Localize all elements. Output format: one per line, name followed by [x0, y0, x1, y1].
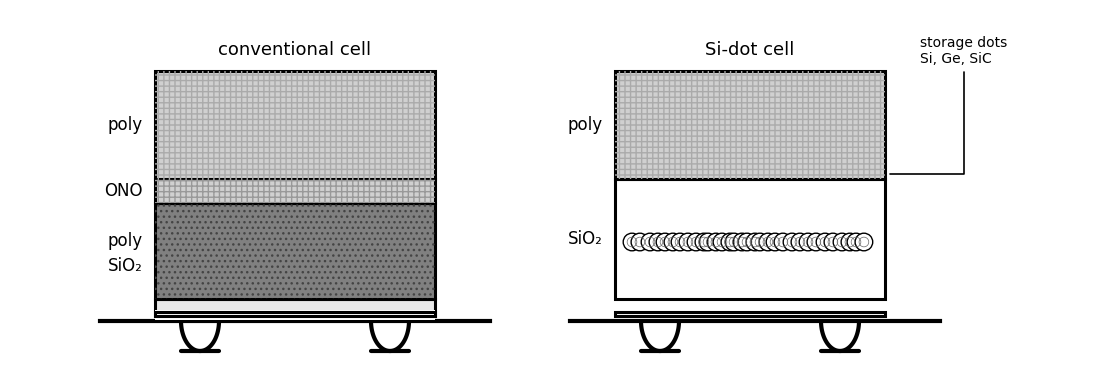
Text: poly: poly: [107, 232, 142, 250]
Circle shape: [833, 233, 850, 251]
Circle shape: [774, 233, 791, 251]
Circle shape: [657, 233, 674, 251]
Circle shape: [695, 233, 712, 251]
Bar: [615, 71, 884, 179]
Bar: [155, 71, 435, 179]
Circle shape: [817, 233, 834, 251]
Circle shape: [707, 233, 724, 251]
Circle shape: [624, 233, 641, 251]
Bar: [155, 203, 435, 299]
Circle shape: [855, 233, 872, 251]
Bar: [155, 312, 435, 316]
Circle shape: [841, 233, 859, 251]
Circle shape: [784, 233, 801, 251]
Circle shape: [726, 233, 743, 251]
Text: SiO₂: SiO₂: [109, 257, 142, 275]
Circle shape: [760, 233, 777, 251]
Circle shape: [807, 233, 824, 251]
Text: Si-dot cell: Si-dot cell: [706, 41, 795, 59]
Text: ONO: ONO: [104, 182, 142, 200]
Circle shape: [687, 233, 705, 251]
Bar: [155, 203, 435, 299]
Bar: [615, 71, 884, 179]
Circle shape: [746, 233, 764, 251]
Circle shape: [649, 233, 666, 251]
Bar: [155, 71, 435, 179]
Circle shape: [766, 233, 784, 251]
Circle shape: [824, 233, 842, 251]
Circle shape: [641, 233, 659, 251]
Bar: [155, 179, 435, 203]
Bar: [615, 71, 884, 179]
Circle shape: [739, 233, 756, 251]
Bar: [615, 312, 884, 316]
Circle shape: [751, 233, 768, 251]
Circle shape: [680, 233, 697, 251]
Bar: [155, 310, 435, 320]
Bar: [155, 71, 435, 179]
Circle shape: [713, 233, 731, 251]
Text: storage dots
Si, Ge, SiC: storage dots Si, Ge, SiC: [890, 36, 1007, 174]
Circle shape: [671, 233, 688, 251]
Text: poly: poly: [107, 116, 142, 134]
Bar: [155, 179, 435, 203]
Circle shape: [721, 233, 739, 251]
Bar: [615, 71, 884, 179]
Circle shape: [631, 233, 649, 251]
Circle shape: [791, 233, 809, 251]
Circle shape: [699, 233, 717, 251]
Text: poly: poly: [568, 116, 603, 134]
Bar: [155, 299, 435, 316]
Circle shape: [664, 233, 682, 251]
Bar: [615, 179, 884, 299]
Circle shape: [733, 233, 751, 251]
Text: SiO₂: SiO₂: [568, 230, 603, 248]
Bar: [155, 71, 435, 179]
Circle shape: [847, 233, 865, 251]
Circle shape: [799, 233, 817, 251]
Text: conventional cell: conventional cell: [218, 41, 372, 59]
